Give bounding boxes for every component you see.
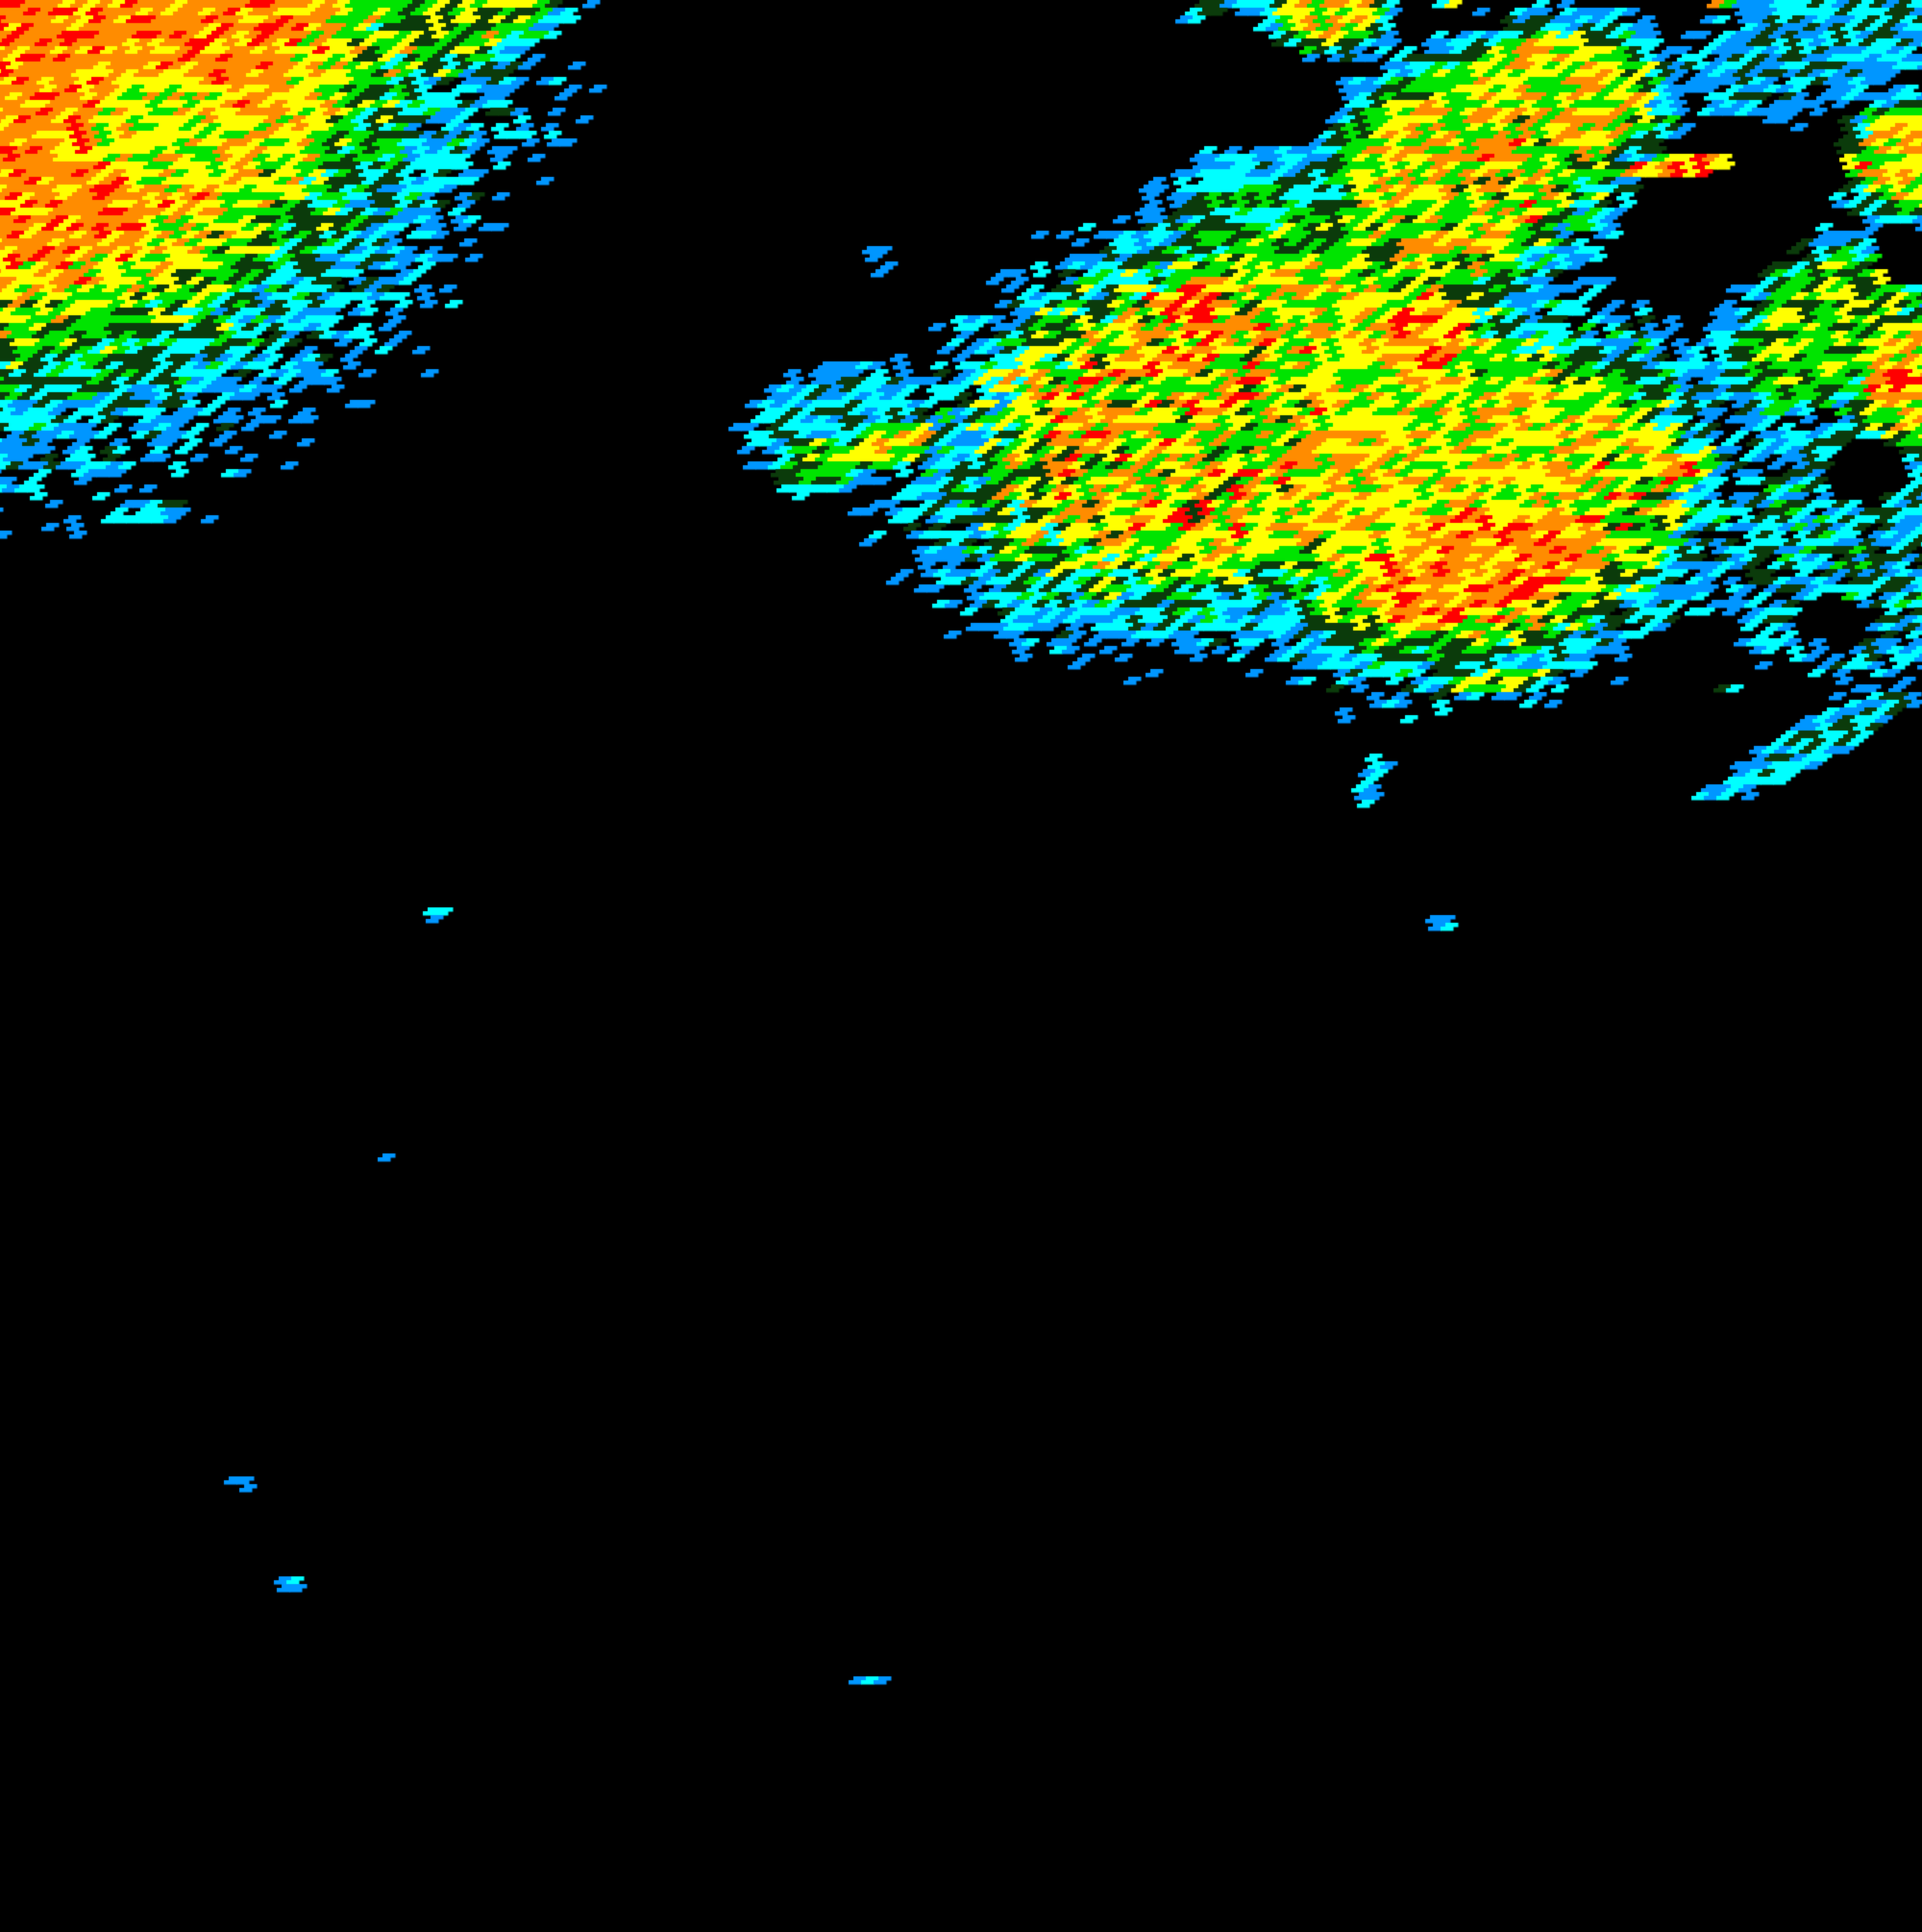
radar-map xyxy=(0,0,1922,1932)
radar-precipitation-canvas xyxy=(0,0,1922,1932)
